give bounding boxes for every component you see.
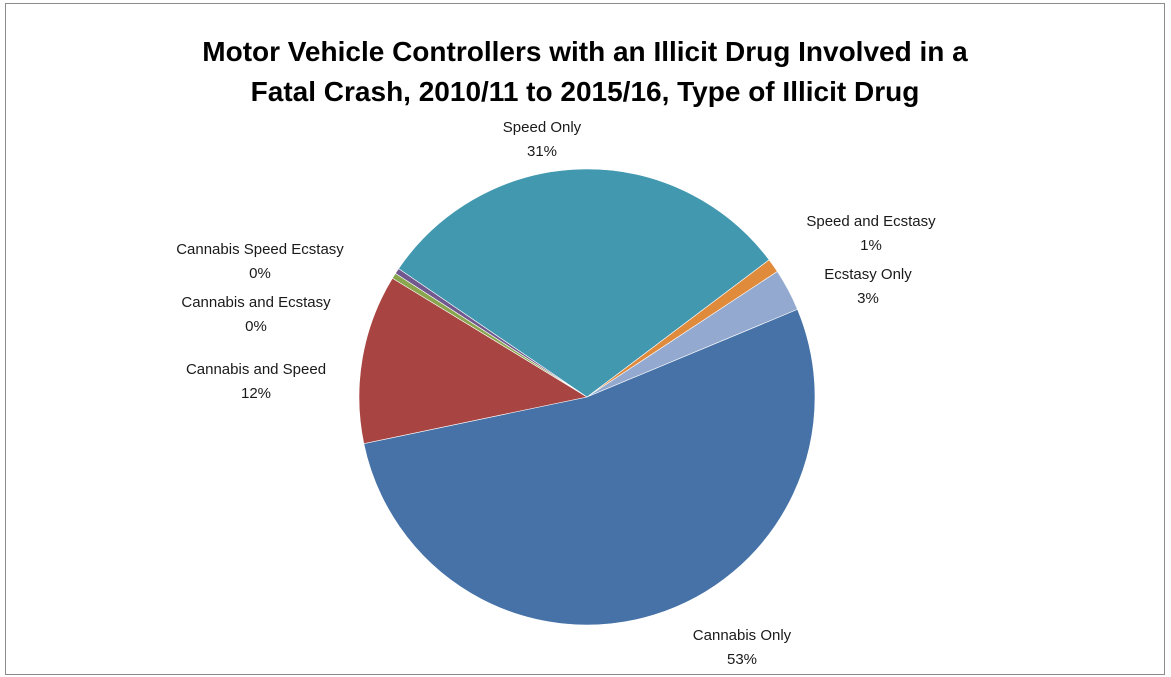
slice-label-percent: 53% [727,651,757,668]
slice-label-name: Cannabis and Speed [186,361,326,378]
chart-title-line-2: Fatal Crash, 2010/11 to 2015/16, Type of… [250,76,920,107]
slice-label-speed-and-ecstasy: Speed and Ecstasy 1% [806,213,936,254]
slice-label-cannabis-only: Cannabis Only 53% [693,627,792,668]
pie-slices [358,168,816,626]
slice-label-percent: 0% [245,318,267,335]
chart-frame: Motor Vehicle Controllers with an Illici… [5,3,1165,675]
slice-label-percent: 0% [249,265,271,282]
slice-label-name: Speed Only [503,119,582,136]
slice-label-name: Cannabis and Ecstasy [181,294,331,311]
slice-labels: Speed and Ecstasy 1% Ecstasy Only 3% Cannabi… [176,119,936,668]
pie-slice-cannabis-only [363,308,816,626]
slice-label-name: Ecstasy Only [824,266,912,283]
pie-slice-speed-only [398,168,770,398]
slice-label-cannabis-and-ecstasy: Cannabis and Ecstasy 0% [181,294,331,335]
slice-label-name: Cannabis Only [693,627,792,644]
slice-label-cannabis-and-speed: Cannabis and Speed 12% [186,361,326,402]
slice-label-percent: 31% [527,143,557,160]
pie-slice-cannabis-and-speed [358,277,588,444]
slice-label-cannabis-speed-ecstasy: Cannabis Speed Ecstasy 0% [176,241,344,282]
slice-label-name: Cannabis Speed Ecstasy [176,241,344,258]
slice-label-ecstasy-only: Ecstasy Only 3% [824,266,912,307]
slice-label-percent: 1% [860,237,882,254]
slice-label-name: Speed and Ecstasy [806,213,936,230]
slice-label-speed-only: Speed Only 31% [503,119,582,160]
chart-title-line-1: Motor Vehicle Controllers with an Illici… [202,36,968,67]
slice-label-percent: 3% [857,290,879,307]
chart-title: Motor Vehicle Controllers with an Illici… [6,32,1164,112]
slice-label-percent: 12% [241,385,271,402]
pie-chart: Speed and Ecstasy 1% Ecstasy Only 3% Cannabi… [176,119,936,668]
